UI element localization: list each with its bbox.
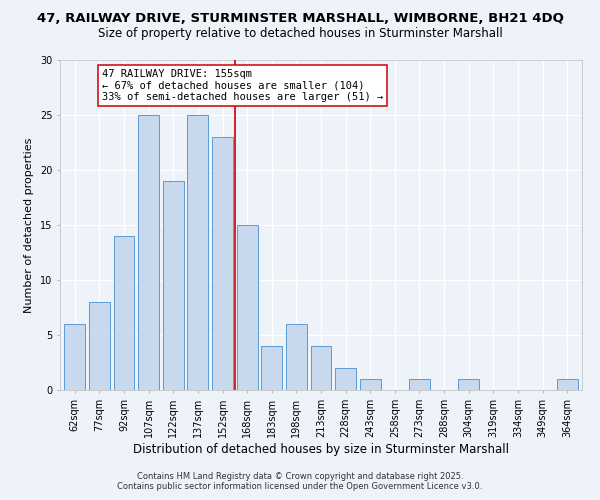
Bar <box>261 346 282 390</box>
Bar <box>236 225 257 390</box>
Text: 47, RAILWAY DRIVE, STURMINSTER MARSHALL, WIMBORNE, BH21 4DQ: 47, RAILWAY DRIVE, STURMINSTER MARSHALL,… <box>37 12 563 26</box>
Bar <box>557 379 578 390</box>
Bar <box>163 181 184 390</box>
Text: Contains HM Land Registry data © Crown copyright and database right 2025.: Contains HM Land Registry data © Crown c… <box>137 472 463 481</box>
Bar <box>212 137 233 390</box>
Bar <box>113 236 134 390</box>
Bar <box>64 324 85 390</box>
Bar <box>286 324 307 390</box>
Bar <box>458 379 479 390</box>
Bar <box>311 346 331 390</box>
Text: Contains public sector information licensed under the Open Government Licence v3: Contains public sector information licen… <box>118 482 482 491</box>
Bar <box>409 379 430 390</box>
Bar <box>335 368 356 390</box>
Text: Size of property relative to detached houses in Sturminster Marshall: Size of property relative to detached ho… <box>98 28 502 40</box>
Bar <box>89 302 110 390</box>
Bar <box>138 115 159 390</box>
Y-axis label: Number of detached properties: Number of detached properties <box>25 138 34 312</box>
X-axis label: Distribution of detached houses by size in Sturminster Marshall: Distribution of detached houses by size … <box>133 442 509 456</box>
Bar <box>360 379 381 390</box>
Text: 47 RAILWAY DRIVE: 155sqm
← 67% of detached houses are smaller (104)
33% of semi-: 47 RAILWAY DRIVE: 155sqm ← 67% of detach… <box>102 69 383 102</box>
Bar <box>187 115 208 390</box>
